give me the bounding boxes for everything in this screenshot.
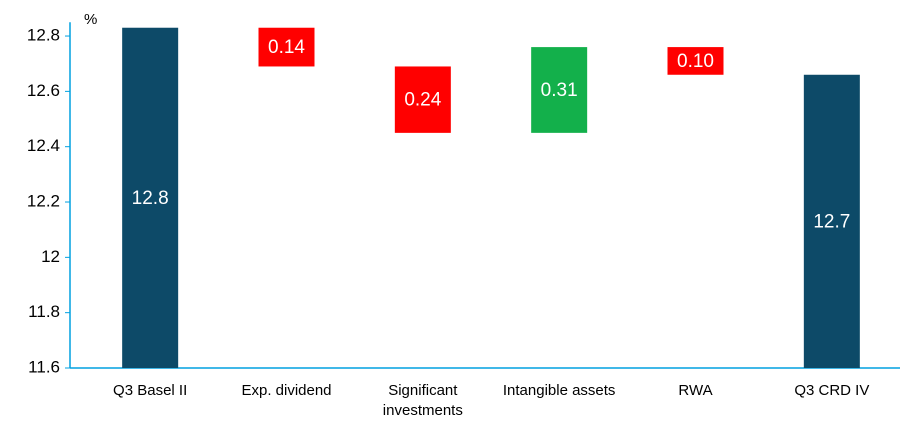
- bar: [258, 27, 315, 67]
- x-tick-label: Q3 CRD IV: [794, 382, 870, 399]
- x-tick-label: Exp. dividend: [241, 382, 332, 399]
- bar: [122, 27, 179, 369]
- y-tick-label: 11.8: [28, 302, 60, 321]
- unit-label: %: [84, 11, 97, 28]
- y-tick-label: 12.2: [27, 192, 60, 211]
- y-tick-label: 11.6: [28, 357, 60, 376]
- value-label: 12.8: [132, 188, 169, 209]
- x-tick-label: Significant investments: [382, 382, 463, 419]
- y-tick-label: 12: [41, 247, 60, 266]
- y-tick-label: 12.4: [27, 136, 60, 155]
- bar: [394, 66, 451, 133]
- value-label: 0.31: [541, 80, 578, 101]
- y-tick-label: 12.6: [27, 81, 60, 100]
- value-label: 0.10: [677, 51, 714, 72]
- bar: [667, 47, 724, 75]
- bar: [803, 74, 860, 368]
- x-tick-label: Intangible assets: [502, 382, 616, 399]
- value-label: 0.14: [268, 37, 305, 58]
- y-tick-label: 12.8: [27, 26, 60, 45]
- x-tick-label: RWA: [678, 382, 713, 399]
- value-label: 12.7: [813, 211, 850, 232]
- bar: [531, 47, 588, 133]
- value-label: 0.24: [404, 90, 441, 111]
- x-tick-label: Q3 Basel II: [113, 382, 188, 399]
